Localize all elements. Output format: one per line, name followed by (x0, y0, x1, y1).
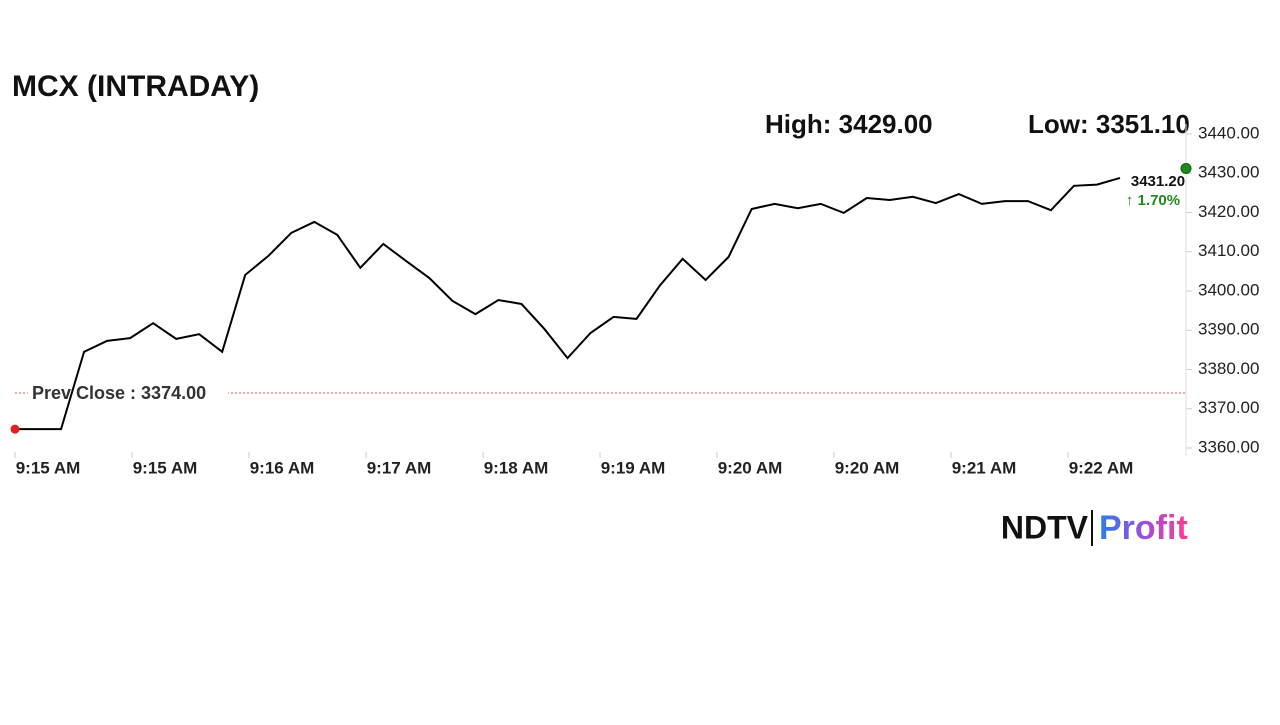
y-tick-label: 3390.00 (1198, 320, 1259, 339)
y-tick-label: 3420.00 (1198, 202, 1259, 221)
x-tick-label: 9:20 AM (718, 458, 783, 477)
start-dot (10, 424, 20, 434)
y-tick-label: 3380.00 (1198, 359, 1259, 378)
last-label: 3431.20 (1131, 173, 1185, 190)
y-tick-label: 3360.00 (1198, 437, 1259, 456)
chart-title: MCX (INTRADAY) (12, 70, 259, 103)
brand-ndtv: NDTV (1001, 509, 1089, 545)
last-dot (1180, 163, 1192, 175)
x-tick-label: 9:17 AM (367, 458, 432, 477)
y-tick-label: 3440.00 (1198, 123, 1259, 142)
prev-close-label: Prev Close : 3374.00 (32, 383, 206, 403)
high-label: High: 3429.00 (765, 109, 933, 139)
x-tick-label: 9:18 AM (484, 458, 549, 477)
prev-close-bg (28, 382, 228, 405)
change-label: ↑ 1.70% (1126, 192, 1180, 209)
x-tick-label: 9:16 AM (250, 458, 315, 477)
x-tick-label: 9:15 AM (16, 458, 81, 477)
y-tick-label: 3430.00 (1198, 163, 1259, 182)
y-tick-label: 3400.00 (1198, 280, 1259, 299)
brand-profit: Profit (1099, 509, 1188, 547)
y-tick-label: 3370.00 (1198, 398, 1259, 417)
x-tick-label: 9:19 AM (601, 458, 666, 477)
x-tick-label: 9:15 AM (133, 458, 198, 477)
x-tick-label: 9:22 AM (1069, 458, 1134, 477)
x-tick-label: 9:21 AM (952, 458, 1017, 477)
price-line (15, 176, 1121, 431)
y-tick-label: 3410.00 (1198, 241, 1259, 260)
low-label: Low: 3351.10 (1028, 109, 1190, 139)
x-tick-label: 9:20 AM (835, 458, 900, 477)
